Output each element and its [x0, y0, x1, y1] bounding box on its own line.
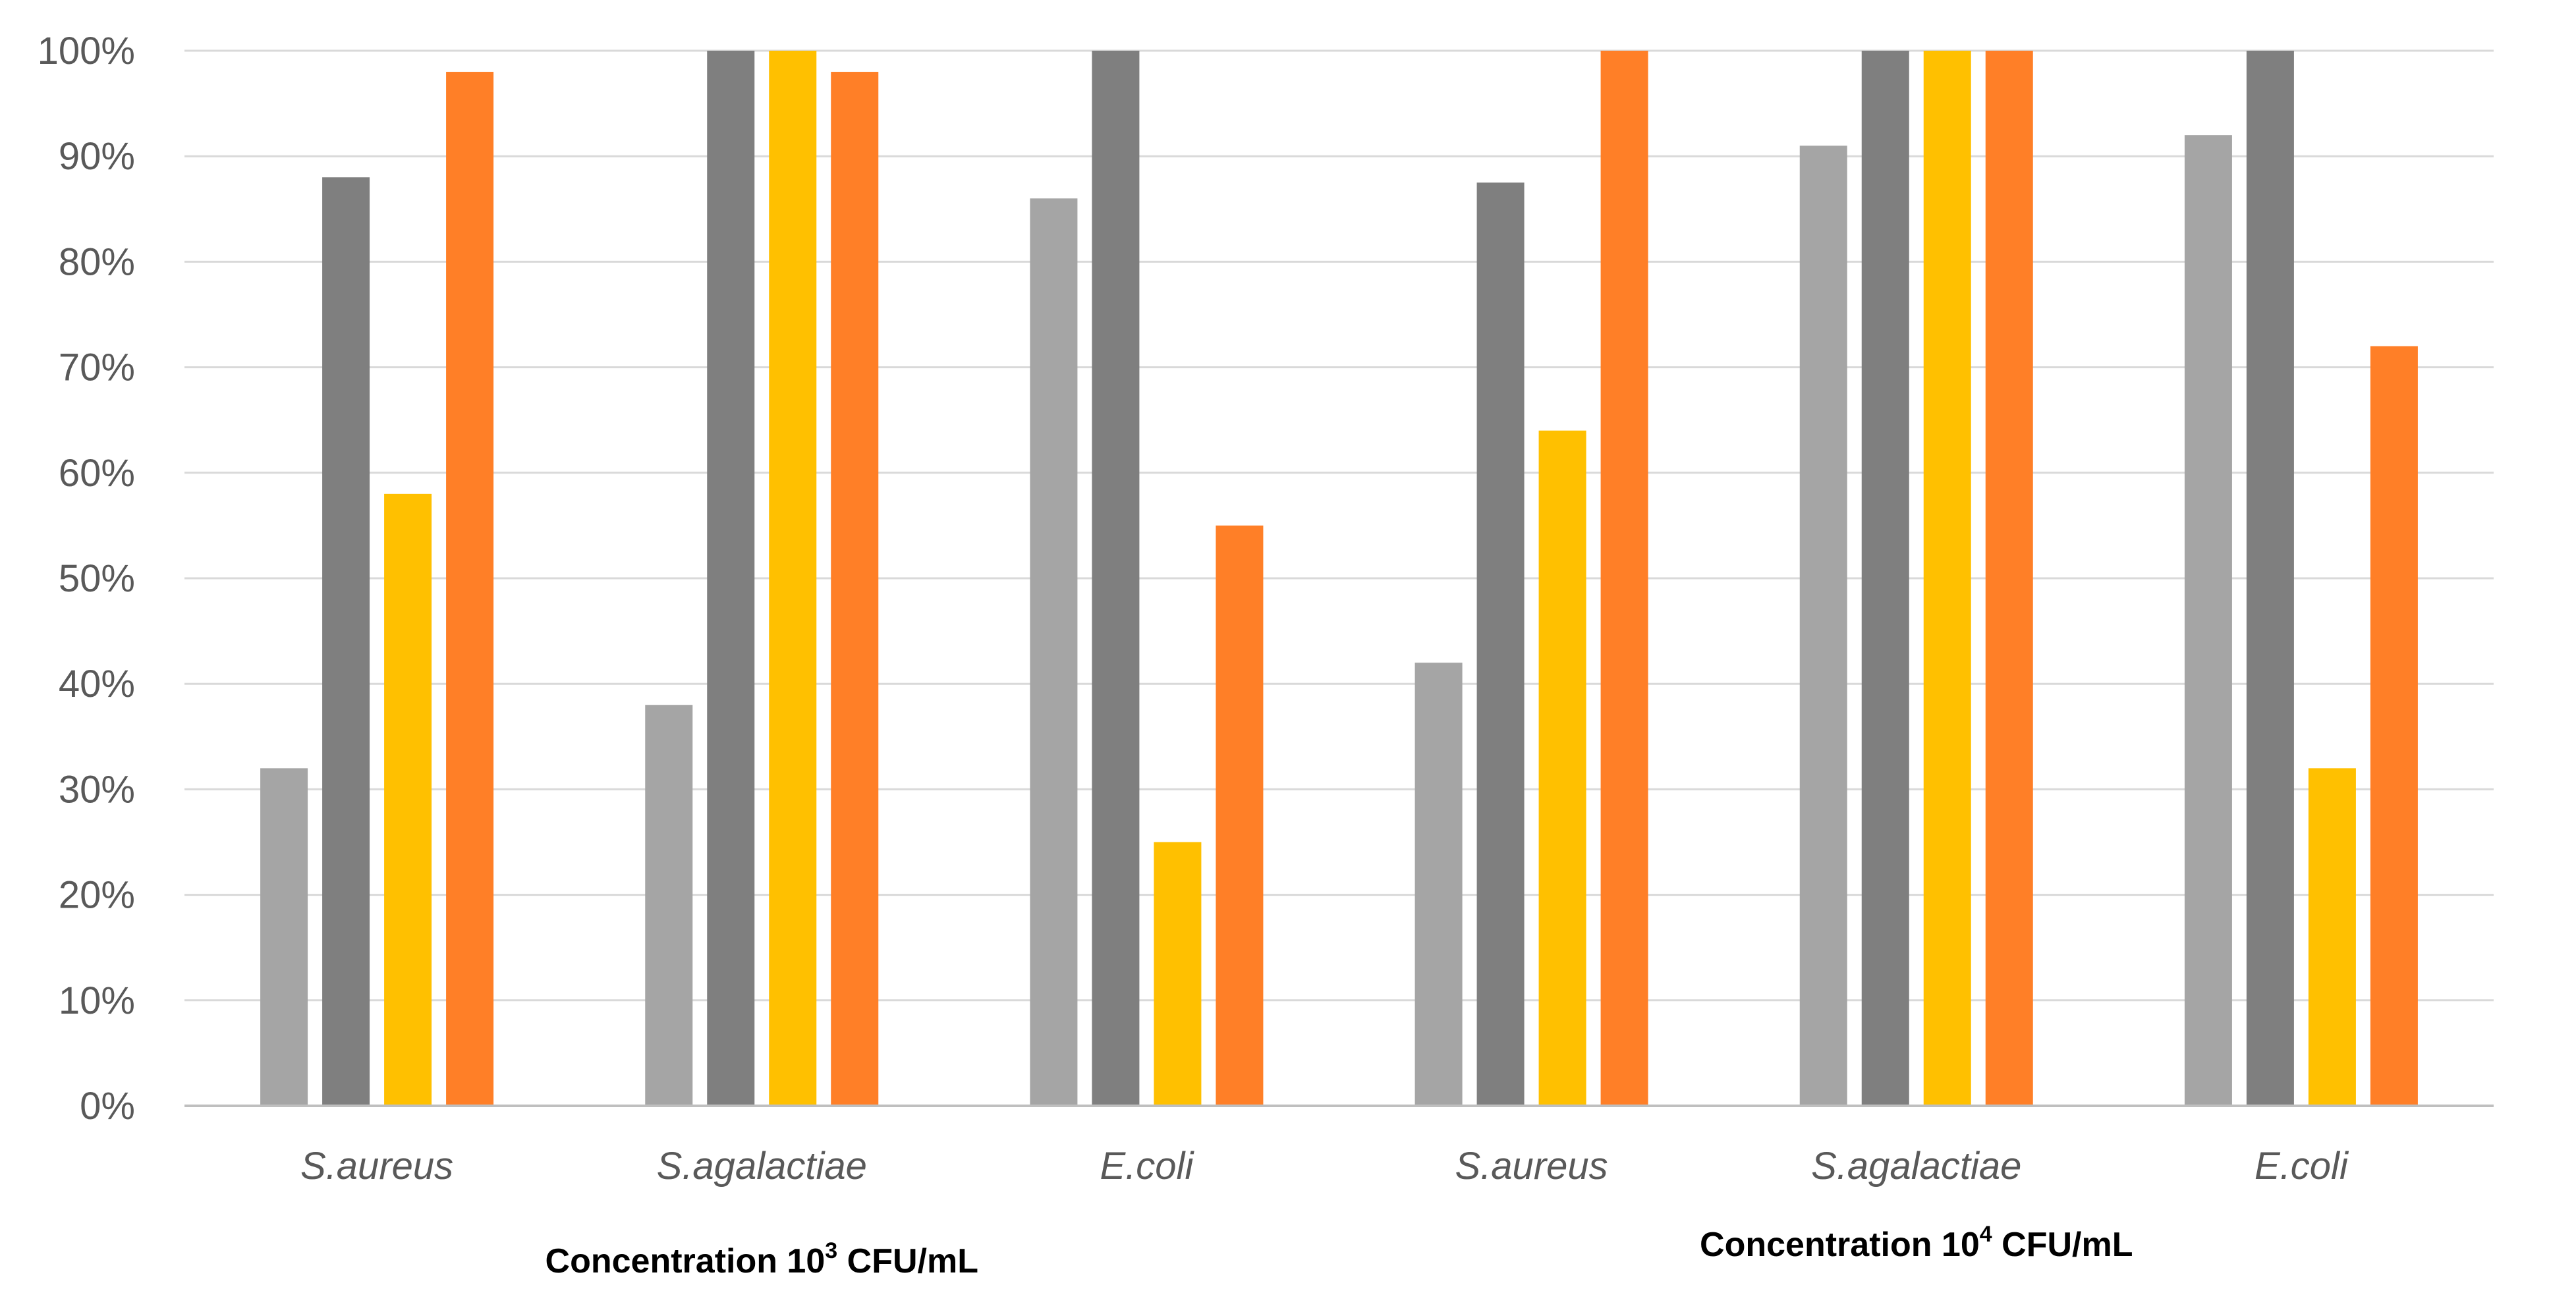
x-category-label: S.agalactiae	[657, 1145, 867, 1188]
bar	[2184, 135, 2232, 1106]
bar	[1154, 842, 1202, 1106]
bar	[446, 72, 494, 1106]
bar	[1985, 51, 2033, 1106]
group-label: Concentration 104 CFU/mL	[1700, 1222, 2133, 1264]
group-label-unit: CFU/mL	[837, 1242, 978, 1280]
gridlines	[184, 49, 2494, 1002]
group-label-prefix: Concentration 10	[546, 1242, 826, 1280]
bar	[260, 768, 308, 1106]
y-tick-label: 60%	[59, 452, 135, 495]
bar	[384, 493, 432, 1106]
group-label-exponent: 3	[825, 1238, 837, 1263]
x-category-label: E.coli	[2254, 1145, 2349, 1188]
y-axis-tick-labels: 0% 10% 20% 30% 40% 50% 60% 70% 80% 90% 100%	[38, 30, 135, 1128]
y-tick-label: 10%	[59, 979, 135, 1022]
y-tick-label: 40%	[59, 663, 135, 705]
bar	[769, 51, 817, 1106]
bar	[1092, 51, 1140, 1106]
x-category-label: S.aureus	[300, 1145, 453, 1188]
x-axis-category-labels: S.aureus S.agalactiae E.coli S.aureus S.agal…	[300, 1145, 2349, 1188]
bar	[831, 72, 879, 1106]
bars	[260, 51, 2418, 1107]
y-tick-label: 20%	[59, 874, 135, 917]
x-category-label: S.agalactiae	[1811, 1145, 2021, 1188]
bar	[1538, 430, 1586, 1106]
y-tick-label: 50%	[59, 557, 135, 600]
y-tick-label: 30%	[59, 768, 135, 811]
x-category-label: E.coli	[1100, 1145, 1195, 1188]
y-tick-label: 90%	[59, 135, 135, 178]
bar	[707, 51, 755, 1106]
bar	[2246, 51, 2294, 1106]
bar	[1600, 51, 1648, 1106]
group-label-exponent: 4	[1980, 1222, 1992, 1247]
bar	[1861, 51, 1909, 1106]
group-label: Concentration 103 CFU/mL	[546, 1238, 978, 1280]
bar	[2308, 768, 2356, 1106]
y-tick-label: 0%	[80, 1085, 135, 1128]
bar	[1414, 663, 1463, 1106]
y-tick-label: 80%	[59, 240, 135, 283]
bar	[2370, 346, 2418, 1106]
x-category-label: S.aureus	[1455, 1145, 1608, 1188]
bar	[1476, 182, 1525, 1106]
bar	[1923, 51, 1971, 1106]
bar	[1799, 146, 1847, 1107]
y-tick-label: 70%	[59, 346, 135, 389]
bar	[322, 177, 370, 1106]
bar	[1030, 198, 1078, 1106]
group-label-unit: CFU/mL	[1992, 1226, 2133, 1264]
group-label-prefix: Concentration 10	[1700, 1226, 1980, 1264]
bar	[645, 705, 693, 1106]
y-tick-label: 100%	[38, 30, 135, 72]
group-labels: Concentration 103 CFU/mL Concentration 10…	[546, 1222, 2133, 1280]
bar	[1216, 525, 1264, 1106]
